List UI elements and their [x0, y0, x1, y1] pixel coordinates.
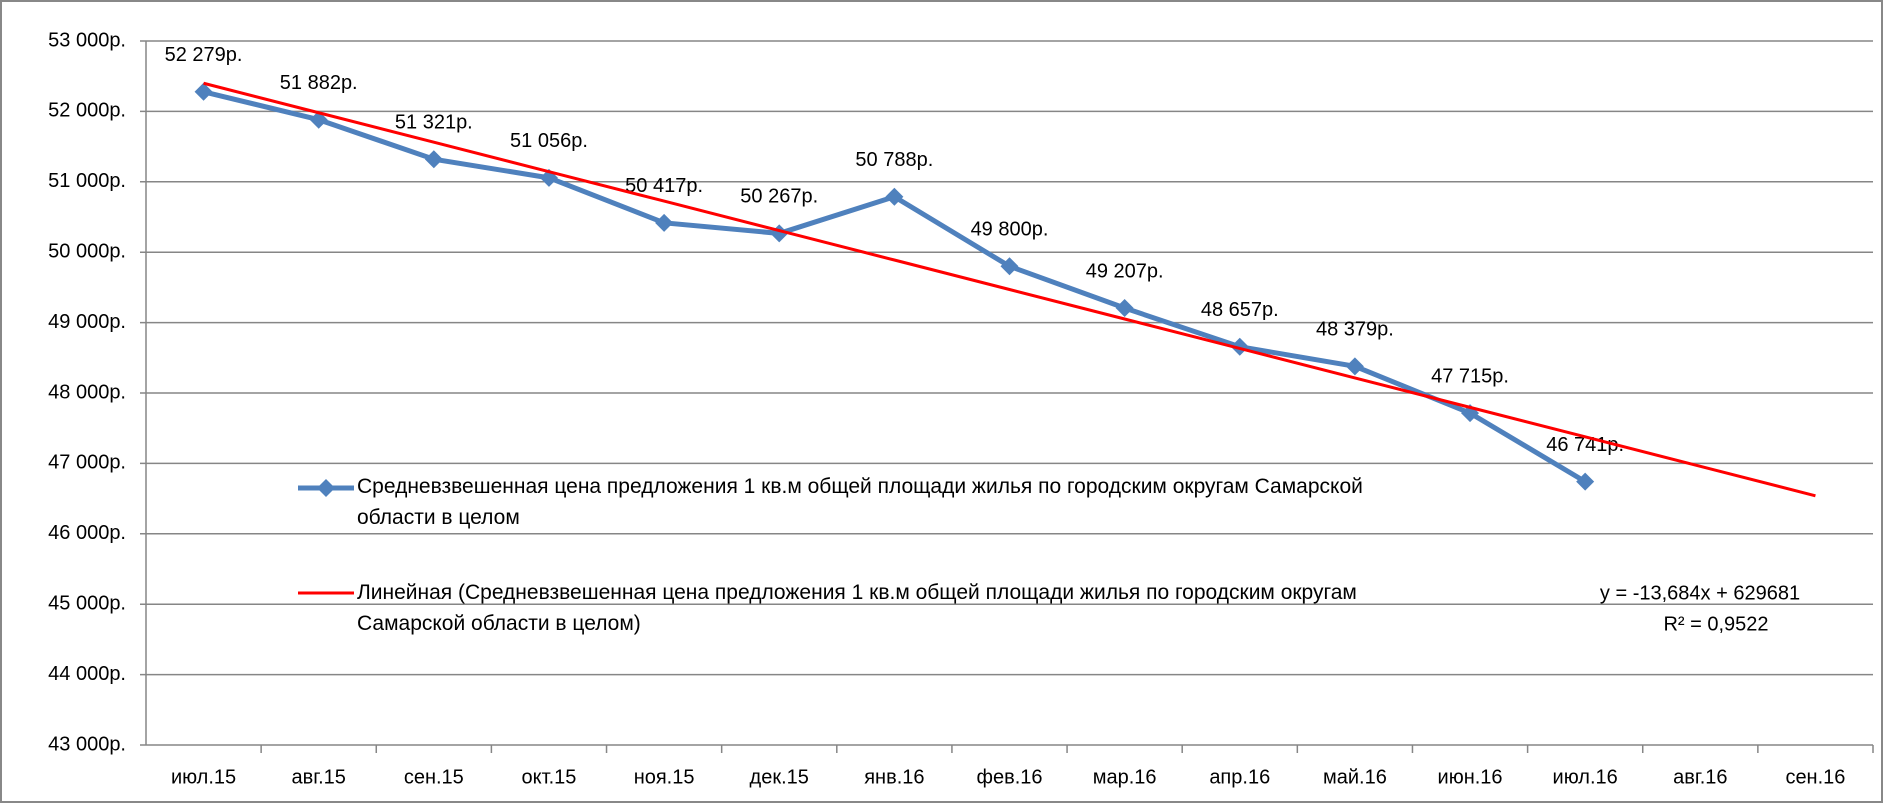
x-tick-label: мар.16 — [1093, 766, 1157, 788]
x-tick-label: сен.16 — [1785, 766, 1845, 788]
x-tick-label: дек.15 — [750, 766, 809, 788]
x-tick-label: июл.15 — [171, 766, 236, 788]
data-label: 46 741р. — [1546, 434, 1624, 456]
data-label: 52 279р. — [165, 44, 243, 66]
data-label: 49 207р. — [1086, 260, 1164, 282]
y-tick-label: 45 000р. — [48, 592, 126, 614]
y-tick-label: 44 000р. — [48, 663, 126, 685]
x-tick-label: окт.15 — [522, 766, 577, 788]
y-tick-label: 47 000р. — [48, 452, 126, 474]
trend-equation: y = -13,684x + 629681 — [1600, 582, 1800, 604]
series-line — [203, 81, 1816, 498]
x-tick-label: авг.15 — [291, 766, 345, 788]
marker — [1345, 357, 1364, 376]
marker — [194, 82, 213, 101]
y-tick-label: 46 000р. — [48, 522, 126, 544]
x-tick-label: июл.16 — [1553, 766, 1618, 788]
trend-r2: R² = 0,9522 — [1663, 613, 1768, 635]
marker — [424, 150, 443, 169]
marker — [1576, 472, 1595, 491]
x-tick-label: июн.16 — [1438, 766, 1503, 788]
data-label: 51 056р. — [510, 130, 588, 152]
marker — [1115, 299, 1134, 318]
data-label: 50 417р. — [625, 175, 703, 197]
x-tick-label: апр.16 — [1209, 766, 1270, 788]
x-tick-label: май.16 — [1323, 766, 1387, 788]
y-tick-label: 43 000р. — [48, 733, 126, 755]
data-label: 48 657р. — [1201, 299, 1279, 321]
marker — [1000, 257, 1019, 276]
x-tick-label: ноя.15 — [634, 766, 695, 788]
x-tick-label: авг.16 — [1673, 766, 1727, 788]
y-tick-label: 49 000р. — [48, 311, 126, 333]
marker — [885, 187, 904, 206]
y-tick-label: 50 000р. — [48, 240, 126, 262]
y-tick-label: 51 000р. — [48, 170, 126, 192]
data-label: 51 321р. — [395, 111, 473, 133]
y-tick-label: 53 000р. — [48, 29, 126, 51]
data-label: 49 800р. — [971, 219, 1049, 241]
x-tick-label: янв.16 — [864, 766, 924, 788]
data-label: 48 379р. — [1316, 319, 1394, 341]
x-tick-label: фев.16 — [976, 766, 1042, 788]
legend-entry: Средневзвешенная цена предложения 1 кв.м… — [357, 475, 1363, 529]
marker — [1230, 337, 1249, 356]
data-label: 51 882р. — [280, 72, 358, 94]
y-tick-label: 48 000р. — [48, 381, 126, 403]
x-tick-label: сен.15 — [404, 766, 464, 788]
data-label: 47 715р. — [1431, 365, 1509, 387]
data-label: 50 267р. — [740, 186, 818, 208]
y-tick-label: 52 000р. — [48, 100, 126, 122]
marker — [655, 213, 674, 232]
legend-entry: Линейная (Средневзвешенная цена предложе… — [357, 581, 1357, 635]
data-label: 50 788р. — [855, 149, 933, 171]
legend-key-marker — [317, 479, 335, 497]
